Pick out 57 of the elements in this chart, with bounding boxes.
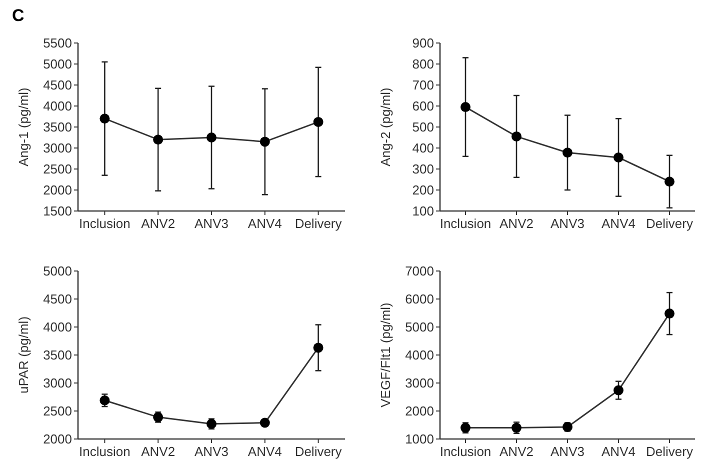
x-tick-label: ANV4	[248, 216, 282, 231]
y-tick-label: 3000	[43, 376, 72, 391]
y-tick-label: 1000	[405, 432, 434, 447]
x-tick-label: ANV3	[194, 444, 228, 459]
y-tick-label: 500	[412, 120, 434, 135]
y-tick-label: 3000	[405, 376, 434, 391]
y-tick-label: 4000	[43, 98, 72, 114]
y-axis-title: VEGF/Flt1 (pg/ml)	[378, 302, 393, 408]
y-tick-label: 4000	[405, 348, 434, 363]
x-tick-label: ANV3	[550, 216, 584, 231]
y-axis-title: uPAR (pg/ml)	[16, 316, 31, 394]
y-tick-label: 5000	[43, 264, 72, 279]
y-tick-label: 3500	[43, 348, 72, 363]
x-tick-label: ANV4	[602, 444, 636, 459]
y-tick-label: 1500	[43, 204, 72, 219]
y-tick-label: 2500	[43, 162, 72, 177]
x-tick-label: Inclusion	[79, 216, 130, 231]
x-tick-label: ANV2	[141, 216, 176, 231]
y-tick-label: 600	[412, 98, 434, 114]
x-tick-label: Inclusion	[440, 444, 492, 459]
y-tick-label: 800	[412, 56, 434, 72]
y-tick-label: 2000	[405, 404, 434, 419]
y-tick-label: 4500	[43, 292, 72, 307]
y-tick-label: 400	[412, 140, 434, 156]
y-tick-label: 900	[412, 36, 434, 51]
y-tick-label: 3000	[43, 140, 72, 156]
y-tick-label: 5000	[405, 320, 434, 335]
y-tick-label: 3500	[43, 120, 72, 135]
y-axis-title: Ang-2 (pg/ml)	[378, 88, 393, 166]
y-tick-label: 300	[412, 162, 434, 177]
y-tick-label: 6000	[405, 292, 434, 307]
y-tick-label: 2000	[43, 182, 72, 198]
y-tick-label: 2500	[43, 404, 72, 419]
y-tick-label: 2000	[43, 432, 72, 447]
x-tick-label: Delivery	[294, 444, 342, 459]
y-tick-label: 4000	[43, 320, 72, 335]
y-tick-label: 200	[412, 182, 434, 198]
x-tick-label: ANV4	[248, 444, 282, 459]
y-axis-title: Ang-1 (pg/ml)	[16, 88, 31, 166]
x-tick-label: ANV2	[141, 444, 176, 459]
y-tick-label: 7000	[405, 264, 434, 279]
x-tick-label: ANV2	[500, 216, 534, 231]
x-tick-label: Inclusion	[440, 216, 492, 231]
x-tick-label: Delivery	[646, 444, 694, 459]
y-tick-label: 5000	[43, 56, 72, 72]
x-tick-label: ANV3	[550, 444, 584, 459]
text: C	[12, 6, 24, 25]
y-tick-label: 700	[412, 78, 434, 93]
x-tick-label: ANV4	[602, 216, 636, 231]
y-tick-label: 5500	[43, 36, 72, 51]
x-tick-label: Delivery	[646, 216, 694, 231]
y-tick-label: 100	[412, 204, 434, 219]
x-tick-label: Inclusion	[79, 444, 130, 459]
x-tick-label: Delivery	[294, 216, 342, 231]
x-tick-label: ANV3	[194, 216, 228, 231]
x-tick-label: ANV2	[500, 444, 534, 459]
y-tick-label: 4500	[43, 78, 72, 93]
